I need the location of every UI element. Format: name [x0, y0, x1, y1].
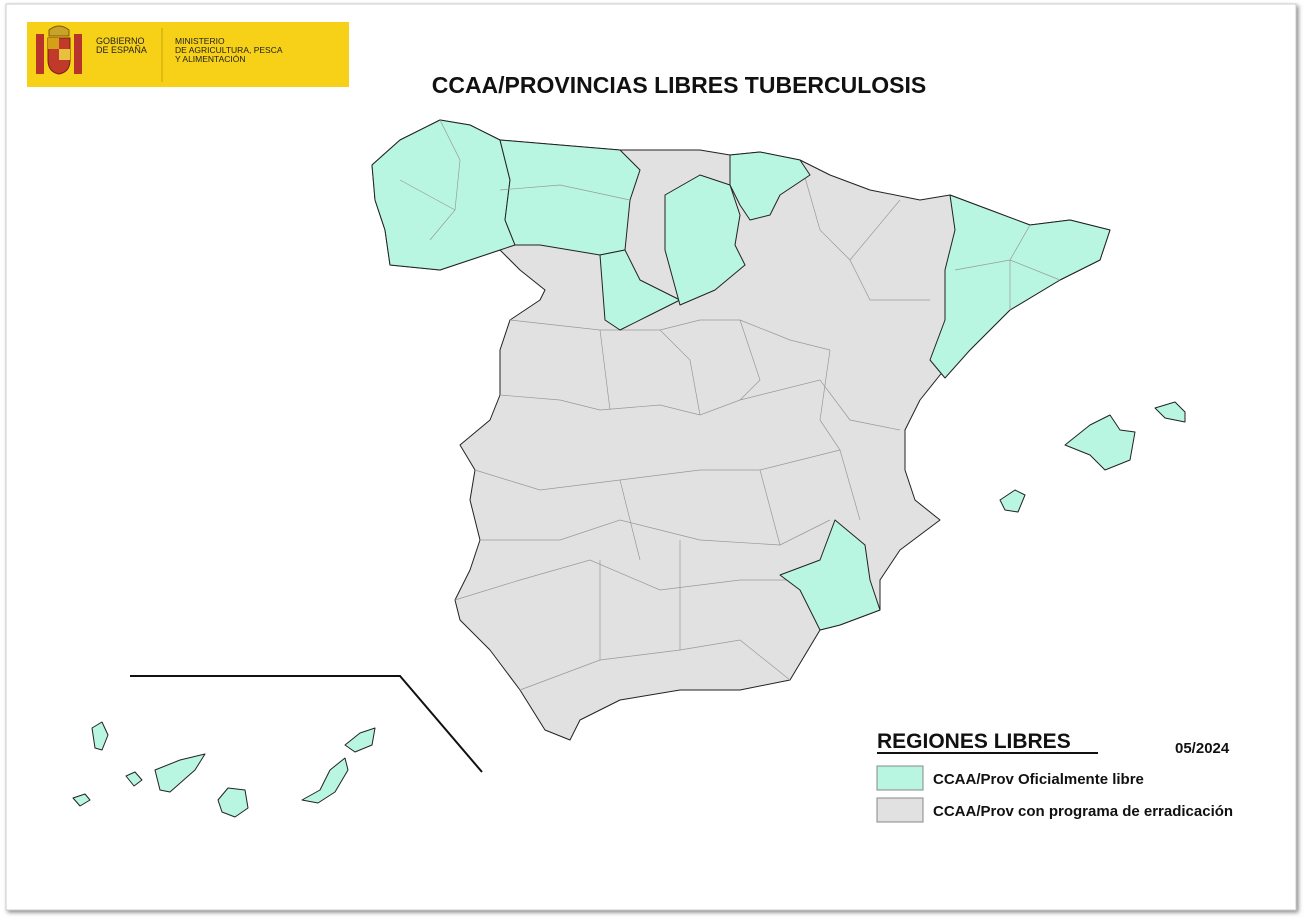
region — [344, 727, 376, 753]
region — [125, 771, 143, 787]
legend-label: CCAA/Prov Oficialmente libre — [933, 771, 1144, 788]
mainland — [371, 119, 1111, 741]
legend: REGIONES LIBRES 05/2024 CCAA/Prov Oficia… — [876, 730, 1233, 823]
logo: GOBIERNO DE ESPAÑA MINISTERIO DE AGRICUL… — [27, 22, 349, 87]
region — [91, 721, 109, 751]
legend-swatch — [876, 797, 924, 823]
logo-text: DE AGRICULTURA, PESCA — [175, 45, 283, 55]
canary-islands — [72, 721, 376, 818]
region — [999, 489, 1026, 513]
balearic-islands — [999, 401, 1186, 513]
legend-title: REGIONES LIBRES — [877, 730, 1071, 753]
region — [729, 151, 811, 221]
map-title: CCAA/PROVINCIAS LIBRES TUBERCULOSIS — [432, 72, 927, 98]
region — [301, 757, 349, 804]
coat-of-arms — [36, 25, 82, 75]
region — [217, 787, 249, 818]
region — [1154, 401, 1186, 423]
region — [1064, 414, 1136, 471]
logo-text: Y ALIMENTACIÓN — [175, 54, 246, 64]
region — [154, 753, 206, 793]
region — [779, 519, 881, 631]
legend-label: CCAA/Prov con programa de erradicación — [933, 803, 1233, 820]
region — [599, 249, 681, 331]
region — [664, 174, 746, 306]
inset-line — [130, 675, 483, 773]
logo-text: MINISTERIO — [175, 36, 225, 46]
logo-text: GOBIERNO — [96, 36, 145, 46]
legend-date: 05/2024 — [1175, 740, 1230, 757]
region — [72, 793, 91, 807]
logo-text: DE ESPAÑA — [96, 45, 147, 55]
legend-swatch — [876, 765, 924, 791]
